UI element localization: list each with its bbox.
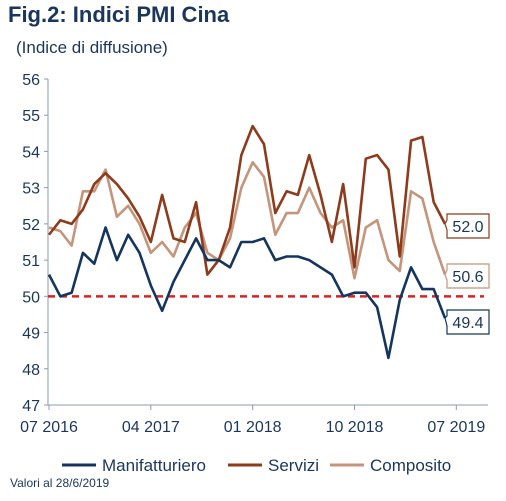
- legend-item-manifatturiero: Manifatturiero: [62, 456, 206, 475]
- legend-label: Composito: [370, 456, 451, 475]
- end-callout-servizi: 52.0: [444, 213, 490, 239]
- callout-box: [444, 213, 490, 239]
- data-note: Valori al 28/6/2019: [10, 476, 110, 490]
- y-tick-label: 49: [22, 326, 40, 343]
- x-tick-label: 04 2017: [122, 419, 180, 436]
- callout-box: [444, 263, 490, 289]
- series-line-manifatturiero: [47, 226, 447, 360]
- series-line-servizi: [47, 124, 447, 276]
- chart-title: Fig.2: Indici PMI Cina: [8, 2, 230, 27]
- y-tick-label: 55: [22, 108, 40, 125]
- x-tick-label: 01 2018: [224, 419, 282, 436]
- callout-value: 52.0: [452, 219, 483, 236]
- y-tick-label: 53: [22, 181, 40, 198]
- y-tick-label: 48: [22, 362, 40, 379]
- legend-label: Manifatturiero: [102, 456, 206, 475]
- y-tick-label: 52: [22, 217, 40, 234]
- legend-item-composito: Composito: [330, 456, 451, 475]
- legend-item-servizi: Servizi: [228, 456, 319, 475]
- y-tick-label: 51: [22, 253, 40, 270]
- callout-value: 50.6: [452, 269, 483, 286]
- y-tick-label: 56: [22, 72, 40, 89]
- y-tick-label: 50: [22, 289, 40, 306]
- y-tick-label: 47: [22, 398, 40, 415]
- x-tick-label: 07 2019: [427, 419, 485, 436]
- legend-label: Servizi: [268, 456, 319, 475]
- callout-value: 49.4: [452, 315, 483, 332]
- y-tick-label: 54: [22, 144, 40, 161]
- x-tick-label: 07 2016: [20, 419, 78, 436]
- series-line-composito: [48, 161, 447, 280]
- end-callout-composito: 50.6: [444, 263, 490, 289]
- callout-box: [444, 309, 490, 335]
- end-callout-manifatturiero: 49.4: [444, 309, 490, 335]
- chart-subtitle: (Indice di diffusione): [16, 38, 168, 57]
- x-tick-label: 10 2018: [326, 419, 384, 436]
